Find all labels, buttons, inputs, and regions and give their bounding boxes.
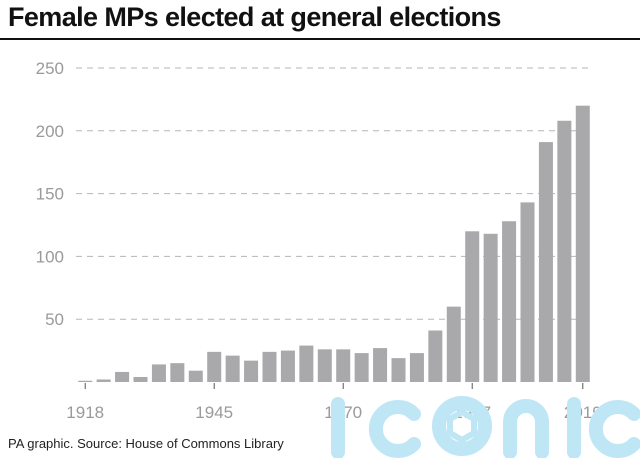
bar-2017 [557, 120, 572, 382]
y-tick-label: 100 [36, 247, 64, 266]
x-tick-label: 1945 [195, 403, 233, 422]
bar-1918 [78, 380, 93, 382]
bar-1966 [317, 349, 332, 382]
bar-1974-feb [354, 353, 369, 382]
source-note: PA graphic. Source: House of Commons Lib… [8, 436, 284, 451]
y-tick-label: 150 [36, 185, 64, 204]
y-tick-label: 200 [36, 122, 64, 141]
bar-1950 [225, 355, 240, 382]
bars [78, 105, 590, 383]
bar-1951 [244, 360, 259, 382]
page-title: Female MPs elected at general elections [8, 2, 501, 32]
y-axis-labels: 50 100 150 200 250 [36, 59, 64, 329]
bar-1931 [170, 363, 185, 382]
bar-chart: 50 100 150 200 250 1918 1945 1970 1997 2019 [36, 59, 602, 422]
bar-1992 [446, 306, 461, 382]
bar-1983 [409, 353, 424, 382]
y-tick-label: 250 [36, 59, 64, 78]
x-tick-label: 1918 [66, 403, 104, 422]
bar-2001 [483, 233, 498, 382]
bar-1923 [115, 371, 130, 382]
bar-2010 [520, 202, 535, 382]
bar-1935 [188, 370, 203, 382]
bar-1929 [151, 364, 166, 382]
x-axis-labels: 1918 1945 1970 1997 2019 [66, 383, 602, 422]
bar-2015 [538, 142, 553, 382]
bar-1997 [465, 231, 480, 382]
x-tick-label: 1970 [324, 403, 362, 422]
bar-2019 [575, 105, 590, 383]
bar-1924 [133, 376, 148, 382]
bar-1955 [262, 351, 277, 382]
bar-1922 [96, 379, 111, 382]
x-tick-label: 2019 [564, 403, 602, 422]
bar-1974-oct [373, 348, 388, 382]
x-tick-label: 1997 [453, 403, 491, 422]
bar-1970 [336, 349, 351, 382]
title-divider [0, 38, 640, 40]
bar-1959 [280, 350, 295, 382]
bar-1964 [299, 345, 314, 382]
bar-1945 [207, 351, 222, 382]
y-tick-label: 50 [45, 310, 64, 329]
bar-2005 [502, 221, 517, 382]
bar-1979 [391, 358, 406, 382]
bar-1987 [428, 330, 443, 382]
